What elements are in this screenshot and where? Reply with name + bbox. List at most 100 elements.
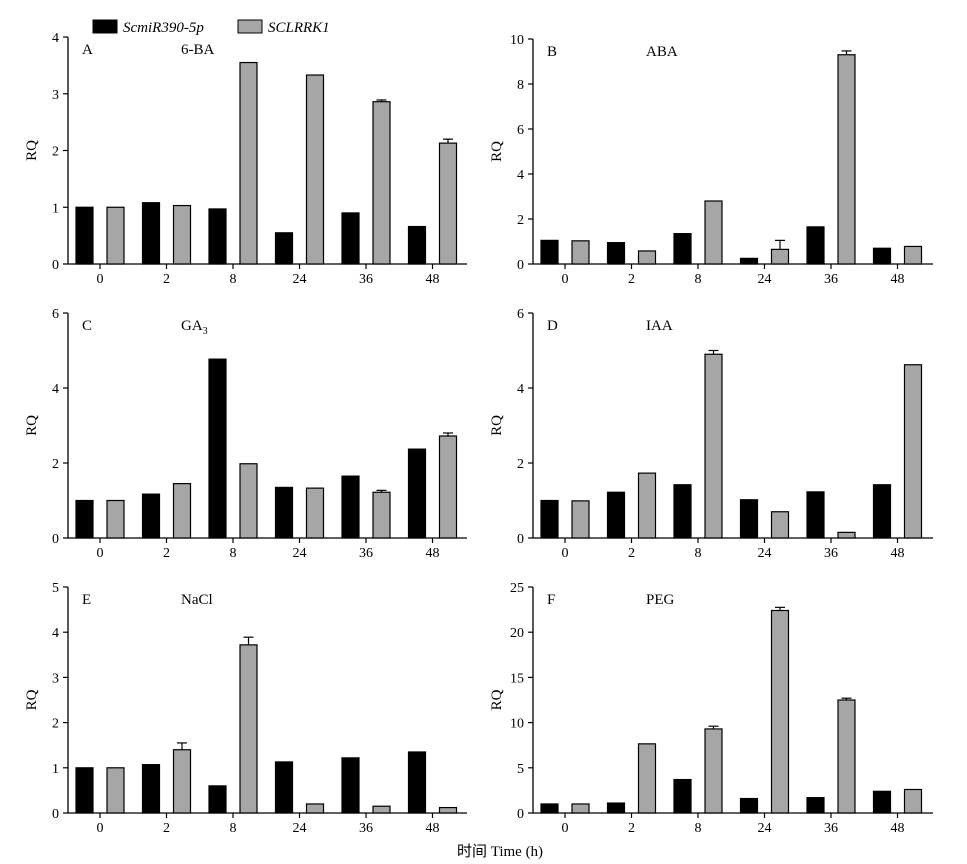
bar-scmir390: [341, 212, 360, 265]
panel-letter: D: [547, 318, 558, 334]
panel-title: NaCl: [181, 592, 213, 608]
panel-letter: A: [82, 42, 93, 58]
x-tick-label: 2: [628, 546, 635, 561]
y-tick-label: 6: [52, 307, 59, 322]
y-axis-label: RQ: [24, 140, 40, 161]
x-tick-label: 48: [891, 821, 905, 836]
chart-panel-e: 0 1 2 3 4 5 RQ E NaCl 0 2 8 24 36 48: [24, 581, 467, 836]
y-tick-label: 6: [517, 123, 524, 138]
bar-sclrrk1: [571, 803, 590, 814]
bar-sclrrk1: [770, 248, 790, 265]
y-tick-label: 1: [52, 201, 59, 216]
x-tick-label: 36: [824, 272, 838, 287]
bar-scmir390: [141, 493, 161, 539]
bar-sclrrk1: [837, 54, 856, 265]
bar-sclrrk1: [571, 500, 590, 539]
y-axis-label: RQ: [489, 689, 505, 710]
x-tick-label: 8: [230, 821, 237, 836]
y-tick-label: 0: [52, 807, 59, 822]
bar-sclrrk1: [305, 487, 325, 539]
bar-sclrrk1: [239, 61, 258, 265]
y-tick-label: 0: [517, 258, 524, 273]
bar-sclrrk1: [837, 531, 856, 539]
x-tick-label: 36: [359, 546, 373, 561]
x-tick-label: 48: [426, 272, 440, 287]
bar-sclrrk1: [903, 364, 923, 539]
x-tick-label: 24: [293, 272, 307, 287]
y-tick-label: 10: [510, 33, 524, 48]
legend-label: SCLRRK1: [268, 20, 330, 36]
x-tick-label: 0: [97, 546, 104, 561]
bar-scmir390: [739, 257, 759, 265]
bar-sclrrk1: [239, 463, 258, 539]
x-tick-label: 2: [163, 821, 170, 836]
bar-sclrrk1: [372, 805, 391, 814]
y-axis-label: RQ: [24, 415, 40, 436]
x-tick-label: 8: [695, 821, 702, 836]
bar-sclrrk1: [770, 511, 790, 539]
x-tick-label: 24: [758, 546, 772, 561]
bar-scmir390: [606, 802, 626, 814]
bar-sclrrk1: [172, 749, 192, 814]
y-tick-label: 6: [517, 307, 524, 322]
y-tick-label: 20: [510, 626, 524, 641]
bar-scmir390: [407, 448, 427, 539]
bar-sclrrk1: [837, 699, 856, 814]
x-tick-label: 48: [426, 546, 440, 561]
legend-label: ScmiR390-5p: [123, 20, 204, 36]
y-tick-label: 8: [517, 78, 524, 93]
y-tick-label: 4: [52, 31, 59, 46]
y-tick-label: 4: [517, 382, 524, 397]
bar-sclrrk1: [438, 435, 458, 539]
y-tick-label: 0: [52, 532, 59, 547]
x-tick-label: 0: [97, 272, 104, 287]
bar-scmir390: [341, 475, 360, 539]
panel-letter: C: [82, 318, 92, 334]
panel-letter: E: [82, 592, 91, 608]
y-tick-label: 10: [510, 717, 524, 732]
bar-scmir390: [739, 797, 759, 814]
bar-sclrrk1: [106, 767, 125, 814]
x-tick-label: 8: [230, 272, 237, 287]
bar-scmir390: [274, 486, 294, 539]
x-tick-label: 8: [695, 272, 702, 287]
x-tick-label: 36: [824, 546, 838, 561]
x-tick-label: 48: [891, 272, 905, 287]
y-tick-label: 4: [52, 626, 59, 641]
y-axis-label: RQ: [489, 141, 505, 162]
bar-sclrrk1: [704, 728, 723, 814]
bar-sclrrk1: [770, 609, 790, 814]
bar-scmir390: [872, 484, 892, 539]
chart-panel-a: 0 1 2 3 4 RQ A 6-BA 0 2 8 24 36 48: [24, 31, 467, 287]
y-tick-label: 0: [517, 532, 524, 547]
legend-swatch: [92, 19, 118, 34]
x-tick-label: 0: [97, 821, 104, 836]
bar-sclrrk1: [305, 74, 325, 265]
bar-scmir390: [806, 491, 825, 539]
y-tick-label: 5: [517, 762, 524, 777]
y-tick-label: 1: [52, 762, 59, 777]
x-tick-label: 2: [163, 272, 170, 287]
y-tick-label: 3: [52, 671, 59, 686]
y-tick-label: 15: [510, 671, 524, 686]
y-tick-label: 25: [510, 581, 524, 596]
bar-sclrrk1: [172, 204, 192, 265]
x-tick-label: 8: [230, 546, 237, 561]
bar-scmir390: [208, 785, 227, 814]
y-axis-label: RQ: [489, 415, 505, 436]
bar-sclrrk1: [704, 200, 723, 265]
y-tick-label: 2: [52, 717, 59, 732]
bar-scmir390: [141, 764, 161, 814]
x-tick-label: 24: [293, 546, 307, 561]
y-tick-label: 2: [517, 213, 524, 228]
bar-sclrrk1: [637, 250, 657, 265]
legend-swatch: [237, 19, 263, 34]
bar-scmir390: [208, 208, 227, 265]
x-tick-label: 0: [562, 821, 569, 836]
bar-sclrrk1: [106, 499, 125, 539]
bar-sclrrk1: [372, 101, 391, 265]
